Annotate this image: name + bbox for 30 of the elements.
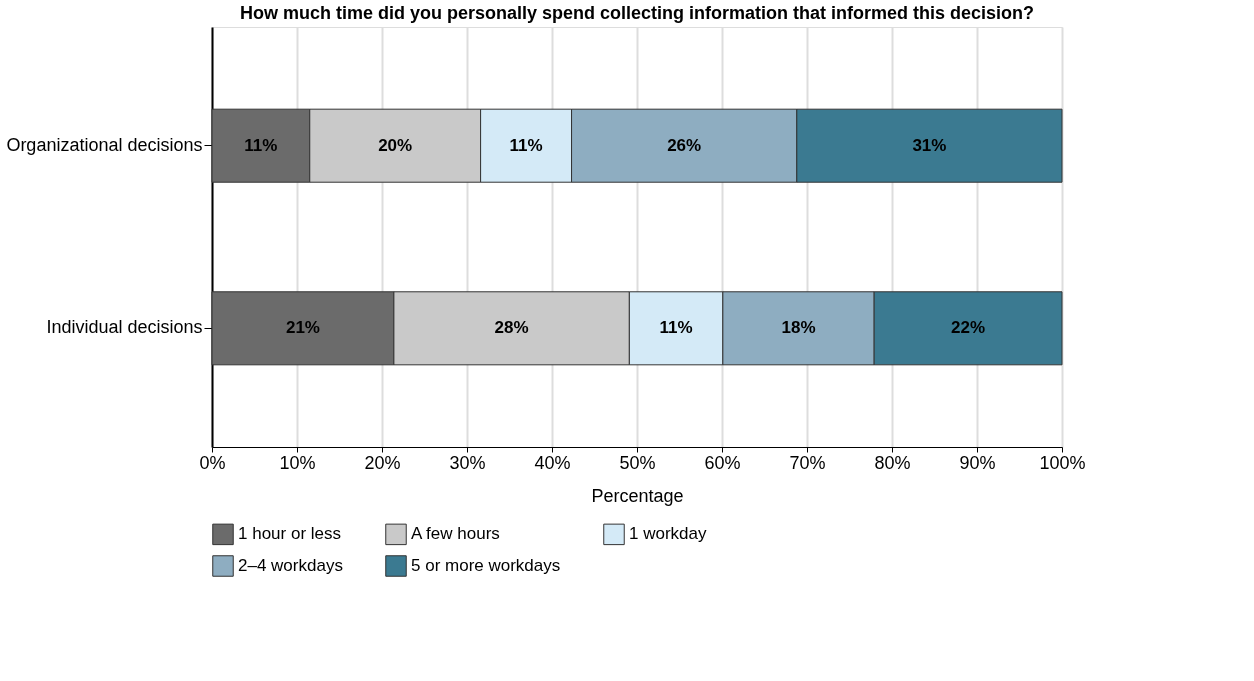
x-tick-label: 80% — [874, 452, 911, 473]
y-tick-label: Organizational decisions — [6, 134, 203, 155]
data-label: 21% — [285, 318, 320, 338]
legend-label: 5 or more workdays — [411, 556, 561, 575]
y-tick-label: Individual decisions — [46, 317, 203, 338]
data-label: 18% — [781, 318, 816, 338]
x-tick-label: 50% — [619, 452, 656, 473]
legend-label: 1 hour or less — [238, 524, 341, 544]
chart-title: How much time did you personally spend collecting information that informed this decision? — [239, 3, 1035, 23]
data-label: 11% — [509, 135, 543, 155]
data-label: 28% — [494, 318, 529, 338]
data-label: 26% — [667, 135, 702, 155]
x-tick-label: 60% — [704, 452, 741, 473]
x-tick-label: 0% — [199, 452, 226, 473]
data-label: 22% — [951, 318, 986, 338]
x-tick-label: 70% — [789, 452, 826, 473]
legend-label: A few hours — [411, 524, 500, 544]
x-tick-label: 10% — [279, 452, 316, 473]
data-label: 31% — [912, 135, 947, 155]
data-label: 11% — [244, 135, 278, 155]
x-tick-label: 30% — [449, 452, 486, 473]
x-tick-label: 100% — [1039, 452, 1086, 473]
data-label: 20% — [378, 135, 413, 155]
x-tick-label: 40% — [534, 452, 571, 473]
x-tick-label: 90% — [959, 452, 996, 473]
data-label: 11% — [659, 318, 693, 338]
x-tick-label: 20% — [364, 452, 401, 473]
x-axis-title: Percentage — [591, 485, 684, 506]
legend-label: 1 workday — [629, 524, 707, 544]
legend-label: 2–4 workdays — [238, 556, 343, 575]
